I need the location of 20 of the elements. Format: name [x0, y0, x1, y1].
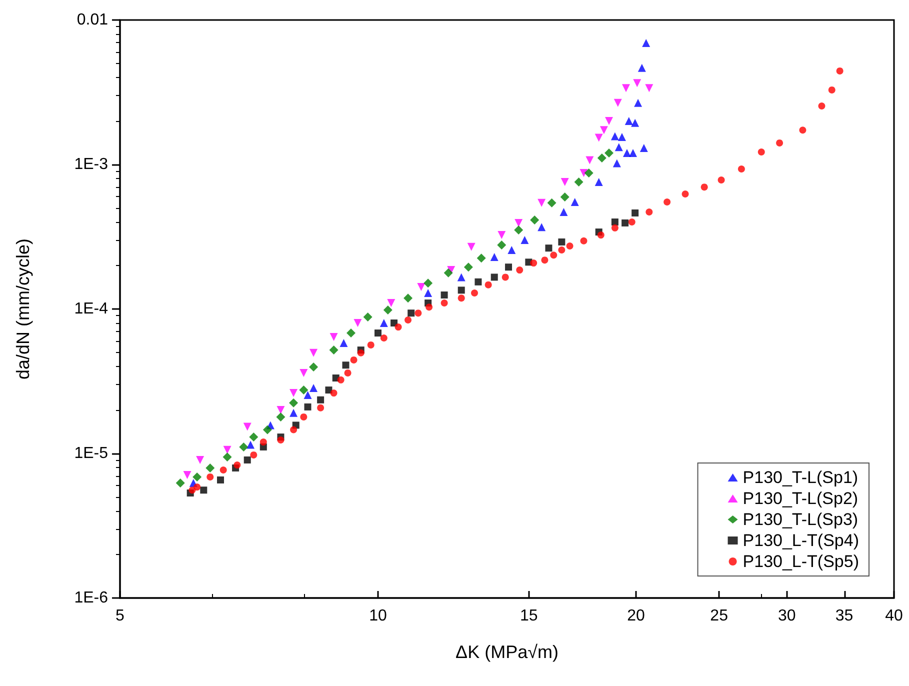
- y-axis-title: da/dN (mm/cycle): [13, 238, 33, 380]
- legend-label: P130_L-T(Sp5): [742, 552, 860, 571]
- y-tick-label: 1E-3: [74, 156, 108, 173]
- y-tick-label: 1E-6: [74, 590, 108, 606]
- legend-label: P130_T-L(Sp1): [742, 468, 858, 487]
- x-tick-label: 20: [627, 608, 645, 624]
- x-tick-label: 15: [520, 608, 538, 624]
- x-tick-label: 30: [778, 608, 796, 624]
- x-tick-label: 5: [116, 608, 125, 624]
- legend-label: P130_L-T(Sp4): [742, 531, 860, 550]
- legend-label: P130_T-L(Sp2): [742, 489, 858, 508]
- y-tick-label: 0.01: [76, 12, 108, 28]
- x-tick-label: 35: [835, 608, 854, 624]
- x-axis-title: ΔK (MPa√m): [456, 642, 558, 662]
- x-tick-label: 40: [885, 608, 903, 624]
- y-tick-label: 1E-5: [74, 445, 108, 462]
- x-tick-label: 10: [369, 608, 387, 624]
- y-tick-label: 1E-4: [74, 300, 108, 318]
- x-tick-label: 25: [710, 608, 728, 624]
- legend-label: P130_T-L(Sp3): [742, 510, 858, 529]
